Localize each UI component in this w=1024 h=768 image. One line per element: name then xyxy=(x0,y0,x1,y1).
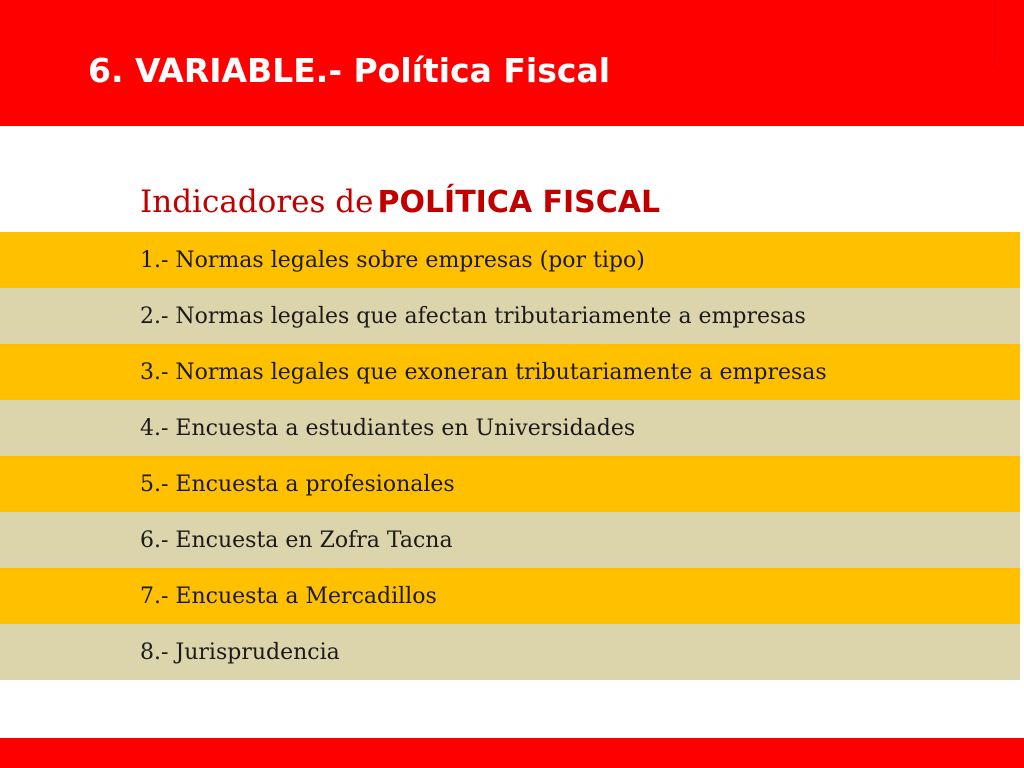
indicator-text: 7.- Encuesta a Mercadillos xyxy=(140,583,437,609)
footer-bar xyxy=(0,738,1024,768)
indicator-text: 1.- Normas legales sobre empresas (por t… xyxy=(140,247,645,273)
header-bar xyxy=(0,0,1024,126)
slide-title: 6. VARIABLE.- Política Fiscal xyxy=(88,51,611,90)
indicator-text: 6.- Encuesta en Zofra Tacna xyxy=(140,527,453,553)
subtitle-emphasis: POLÍTICA FISCAL xyxy=(377,185,661,220)
indicator-row-5: 5.- Encuesta a profesionales xyxy=(0,456,1020,512)
indicator-row-4: 4.- Encuesta a estudiantes en Universida… xyxy=(0,400,1020,456)
indicator-row-7: 7.- Encuesta a Mercadillos xyxy=(0,568,1020,624)
indicator-row-2: 2.- Normas legales que afectan tributari… xyxy=(0,288,1020,344)
indicator-list: 1.- Normas legales sobre empresas (por t… xyxy=(0,232,1020,680)
indicator-text: 2.- Normas legales que afectan tributari… xyxy=(140,303,806,329)
header-accent-line xyxy=(994,0,995,66)
indicator-text: 8.- Jurisprudencia xyxy=(140,639,340,665)
indicator-text: 4.- Encuesta a estudiantes en Universida… xyxy=(140,415,636,441)
indicator-text: 5.- Encuesta a profesionales xyxy=(140,471,455,497)
indicator-text: 3.- Normas legales que exoneran tributar… xyxy=(140,359,827,385)
subtitle-prefix: Indicadores de xyxy=(140,184,374,220)
subtitle: Indicadores de POLÍTICA FISCAL xyxy=(140,178,660,232)
indicator-row-1: 1.- Normas legales sobre empresas (por t… xyxy=(0,232,1020,288)
indicator-row-8: 8.- Jurisprudencia xyxy=(0,624,1020,680)
indicator-row-6: 6.- Encuesta en Zofra Tacna xyxy=(0,512,1020,568)
indicator-row-3: 3.- Normas legales que exoneran tributar… xyxy=(0,344,1020,400)
